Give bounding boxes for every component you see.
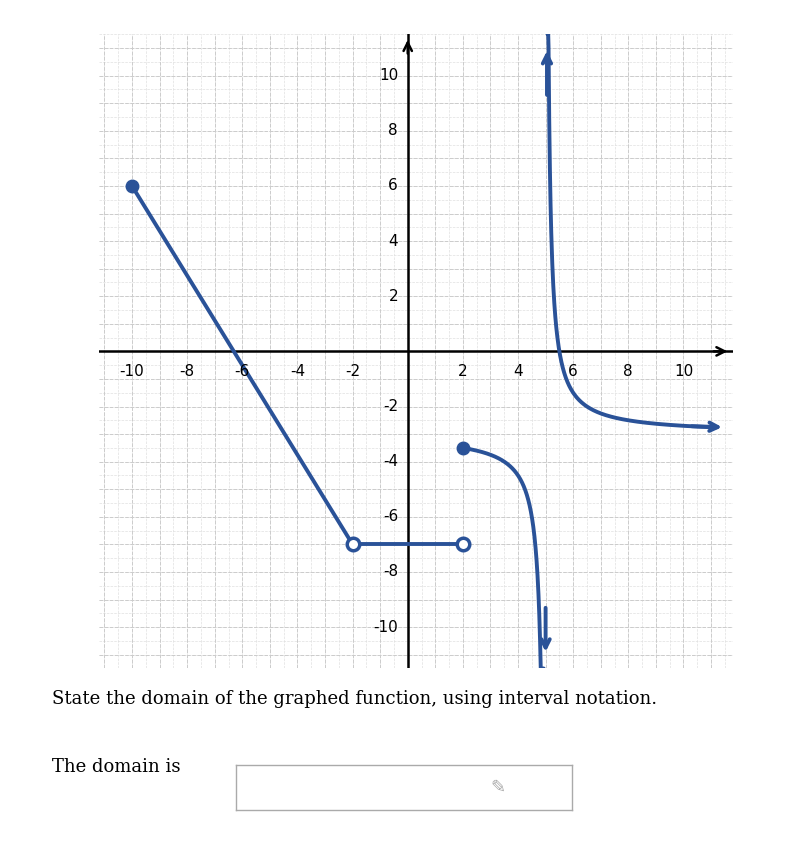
Text: 2: 2 (458, 363, 468, 379)
Text: -6: -6 (383, 509, 398, 524)
Text: -4: -4 (290, 363, 305, 379)
Text: 8: 8 (389, 123, 398, 138)
Text: State the domain of the graphed function, using interval notation.: State the domain of the graphed function… (52, 690, 657, 708)
Text: -10: -10 (120, 363, 144, 379)
Text: -10: -10 (374, 620, 398, 634)
Text: -8: -8 (179, 363, 194, 379)
Text: 6: 6 (568, 363, 578, 379)
Text: 4: 4 (389, 234, 398, 249)
Text: -4: -4 (383, 454, 398, 469)
Text: -8: -8 (383, 565, 398, 579)
Text: -6: -6 (234, 363, 250, 379)
Text: 10: 10 (379, 69, 398, 83)
Text: The domain is: The domain is (52, 758, 181, 776)
Text: 10: 10 (674, 363, 693, 379)
Text: 4: 4 (514, 363, 523, 379)
Text: 8: 8 (623, 363, 633, 379)
Text: -2: -2 (383, 399, 398, 414)
Text: 2: 2 (389, 289, 398, 303)
Text: 6: 6 (388, 178, 398, 194)
Text: -2: -2 (345, 363, 360, 379)
Text: ✎: ✎ (490, 778, 506, 797)
